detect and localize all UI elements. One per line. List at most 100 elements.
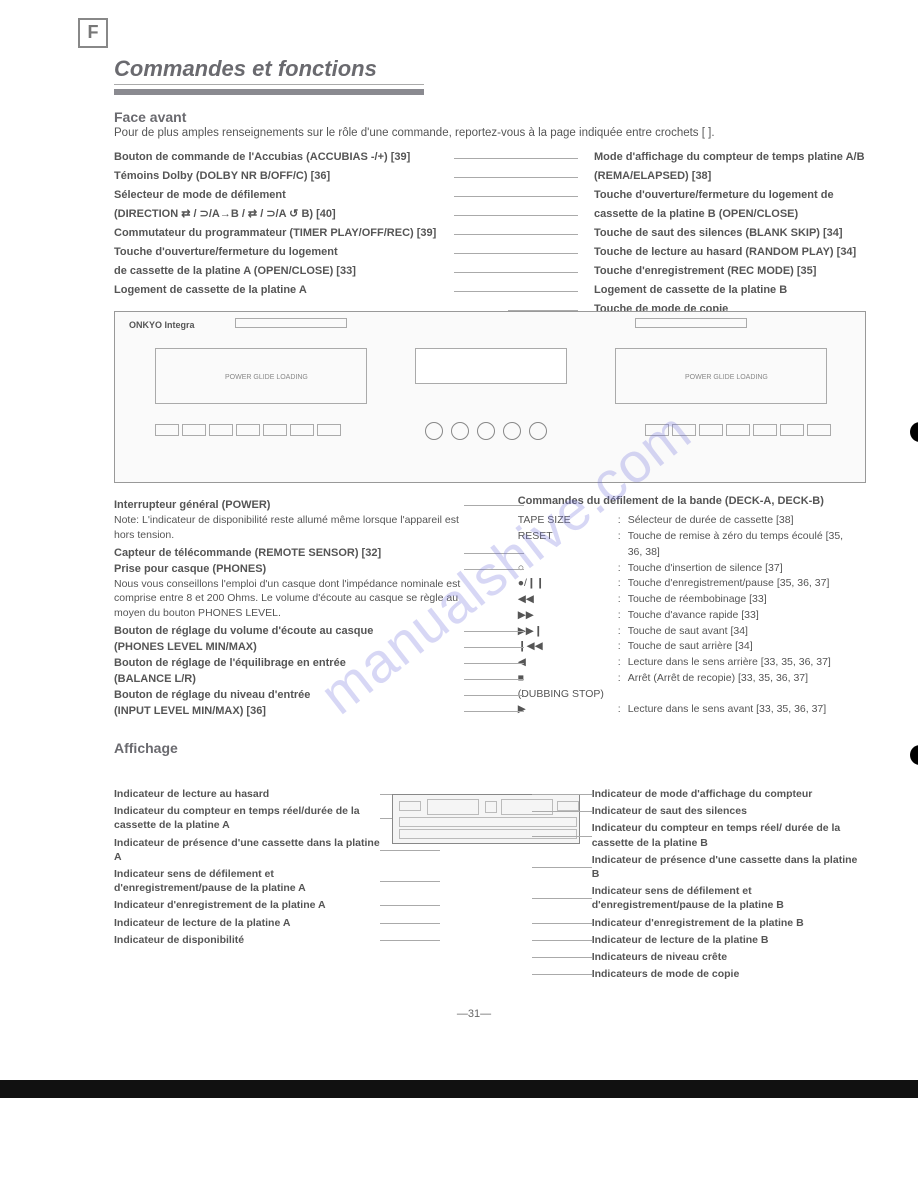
punch-hole-icon <box>910 422 918 442</box>
aff-left-item: Indicateur de présence d'une cassette da… <box>114 836 380 864</box>
deck-symbol: ◀◀ <box>518 592 618 608</box>
aff-left-item: Indicateur de disponibilité <box>114 933 380 947</box>
deck-table-row: ■:Arrêt (Arrêt de recopie) [33, 35, 36, … <box>518 671 858 687</box>
callout-left-item: de cassette de la platine A (OPEN/CLOSE)… <box>114 263 454 280</box>
lower-left-item: Bouton de réglage du volume d'écoute au … <box>114 625 464 637</box>
affichage-left: Indicateur de lecture au hasard Indicate… <box>114 784 380 984</box>
deck-colon: : <box>618 576 628 592</box>
deck-commands-table: TAPE SIZE:Sélecteur de durée de cassette… <box>518 513 858 718</box>
deck-colon: : <box>618 592 628 608</box>
deck-colon: : <box>618 513 628 529</box>
pgl-label-b: POWER GLIDE LOADING <box>685 374 768 381</box>
lower-left-item: Bouton de réglage de l'équilibrage en en… <box>114 657 464 669</box>
deck-table-row: ◀:Lecture dans le sens arrière [33, 35, … <box>518 655 858 671</box>
callout-right-item: Touche de saut des silences (BLANK SKIP)… <box>578 225 888 242</box>
btn <box>672 424 696 436</box>
callout-right-item: cassette de la platine B (OPEN/CLOSE) <box>578 206 888 223</box>
btn <box>209 424 233 436</box>
deck-colon: : <box>618 608 628 624</box>
deck-commands-header: Commandes du défilement de la bande (DEC… <box>518 495 858 507</box>
btn <box>290 424 314 436</box>
deck-colon: : <box>618 655 628 671</box>
deck-desc: Sélecteur de durée de cassette [38] <box>628 513 858 529</box>
knob <box>529 422 547 440</box>
lower-callouts: Interrupteur général (POWER) Note: L'ind… <box>114 495 858 718</box>
lower-left-item: Interrupteur général (POWER) <box>114 499 464 511</box>
aff-right-item: Indicateur de présence d'une cassette da… <box>592 853 858 881</box>
deck-table-row: ○:Touche d'insertion de silence [37] <box>518 561 858 577</box>
callout-right-item: Touche de lecture au hasard (RANDOM PLAY… <box>578 244 888 261</box>
deck-desc: Touche de saut arrière [34] <box>628 639 858 655</box>
btn <box>699 424 723 436</box>
btn <box>155 424 179 436</box>
affichage-right: Indicateur de mode d'affichage du compte… <box>592 784 858 984</box>
seg <box>557 801 579 811</box>
deck-symbol: RESET <box>518 529 618 561</box>
seg <box>427 799 479 815</box>
btn <box>645 424 669 436</box>
deck-symbol: TAPE SIZE <box>518 513 618 529</box>
aff-right-item: Indicateur de lecture de la platine B <box>592 933 858 947</box>
deck-colon: : <box>618 624 628 640</box>
deck-colon: : <box>618 671 628 687</box>
transport-a <box>155 424 341 436</box>
deck-desc: Touche d'enregistrement/pause [35, 36, 3… <box>628 576 858 592</box>
page-title: Commandes et fonctions <box>114 56 424 85</box>
scan-bottom-bar <box>0 1080 918 1098</box>
deck-table-row: ▶▶❙:Touche de saut avant [34] <box>518 624 858 640</box>
btn <box>263 424 287 436</box>
callout-left-item: Touche d'ouverture/fermeture du logement <box>114 244 454 261</box>
btn <box>182 424 206 436</box>
btn <box>236 424 260 436</box>
deck-desc: Lecture dans le sens arrière [33, 35, 36… <box>628 655 858 671</box>
punch-hole-icon <box>910 745 918 765</box>
deck-table-row: (DUBBING STOP) <box>518 687 858 703</box>
seg <box>399 817 577 827</box>
slot-b <box>635 318 747 328</box>
deck-symbol: ▶▶ <box>518 608 618 624</box>
callout-left-item: (DIRECTION ⇄ / ⊃/A→B / ⇄ / ⊃/A ↺ B) [40] <box>114 206 454 223</box>
lower-left-item: (BALANCE L/R) <box>114 673 464 685</box>
callout-right-item: (REMA/ELAPSED) [38] <box>578 168 888 185</box>
knob <box>425 422 443 440</box>
device-diagram: ONKYO Integra POWER GLIDE LOADING POWER … <box>114 311 866 483</box>
lower-left-note: Note: L'indicateur de disponibilité rest… <box>114 513 464 542</box>
affichage-display <box>392 794 579 984</box>
btn <box>753 424 777 436</box>
deck-colon: : <box>618 529 628 561</box>
aff-right-item: Indicateur de mode d'affichage du compte… <box>592 787 858 801</box>
seg <box>485 801 497 813</box>
aff-left-item: Indicateur de lecture de la platine A <box>114 916 380 930</box>
pgl-label-a: POWER GLIDE LOADING <box>225 374 308 381</box>
aff-left-item: Indicateur d'enregistrement de la platin… <box>114 898 380 912</box>
callout-right-item: Touche d'enregistrement (REC MODE) [35] <box>578 263 888 280</box>
aff-left-item: Indicateur du compteur en temps réel/dur… <box>114 804 380 832</box>
transport-b <box>645 424 831 436</box>
callout-left-item: Commutateur du programmateur (TIMER PLAY… <box>114 225 454 242</box>
deck-table-row: ▶▶:Touche d'avance rapide [33] <box>518 608 858 624</box>
callouts-left: Bouton de commande de l'Accubias (ACCUBI… <box>114 149 454 299</box>
deck-colon: : <box>618 639 628 655</box>
front-callouts: Bouton de commande de l'Accubias (ACCUBI… <box>114 149 858 299</box>
affichage-block: Indicateur de lecture au hasard Indicate… <box>114 784 858 984</box>
callout-left-item: Sélecteur de mode de défilement <box>114 187 454 204</box>
aff-right-item: Indicateur du compteur en temps réel/ du… <box>592 821 858 849</box>
btn <box>317 424 341 436</box>
deck-colon: : <box>618 561 628 577</box>
deck-symbol: (DUBBING STOP) <box>518 687 618 703</box>
callout-right-item: Touche d'ouverture/fermeture du logement… <box>578 187 888 204</box>
callout-left-item: Logement de cassette de la platine A <box>114 282 454 299</box>
btn <box>780 424 804 436</box>
lower-left-item: Capteur de télécommande (REMOTE SENSOR) … <box>114 547 464 559</box>
knob-row <box>425 422 547 440</box>
deck-symbol: ■ <box>518 671 618 687</box>
lower-left-item: (PHONES LEVEL MIN/MAX) <box>114 641 464 653</box>
lower-left-callouts: Interrupteur général (POWER) Note: L'ind… <box>114 495 464 718</box>
lower-left-item: Prise pour casque (PHONES) <box>114 563 464 575</box>
seg <box>399 801 421 811</box>
title-underline <box>114 89 424 95</box>
aff-right-item: Indicateur d'enregistrement de la platin… <box>592 916 858 930</box>
deck-desc: Touche d'avance rapide [33] <box>628 608 858 624</box>
knob <box>503 422 521 440</box>
aff-left-item: Indicateur sens de défilement et d'enreg… <box>114 867 380 895</box>
